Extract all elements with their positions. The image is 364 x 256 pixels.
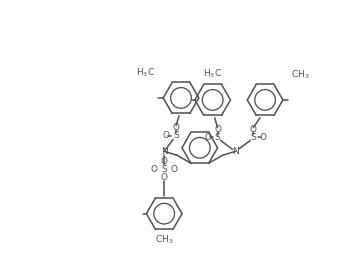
Text: O: O xyxy=(250,125,257,134)
Text: S: S xyxy=(250,133,256,142)
Text: O: O xyxy=(163,131,170,140)
Text: O: O xyxy=(161,157,168,166)
Text: O: O xyxy=(173,123,179,132)
Text: O: O xyxy=(151,165,158,174)
Text: O: O xyxy=(260,133,266,142)
Text: S: S xyxy=(161,165,167,174)
Text: O: O xyxy=(161,173,168,182)
Text: O: O xyxy=(171,165,178,174)
Text: H$_3$C: H$_3$C xyxy=(136,67,155,79)
Text: CH$_3$: CH$_3$ xyxy=(291,69,309,81)
Text: H$_3$C: H$_3$C xyxy=(203,68,222,80)
Text: O: O xyxy=(214,125,221,134)
Text: O: O xyxy=(204,133,211,142)
Text: S: S xyxy=(173,131,179,140)
Text: S: S xyxy=(215,133,221,142)
Text: N: N xyxy=(161,147,167,156)
Text: N: N xyxy=(232,147,239,156)
Text: CH$_3$: CH$_3$ xyxy=(155,233,174,246)
